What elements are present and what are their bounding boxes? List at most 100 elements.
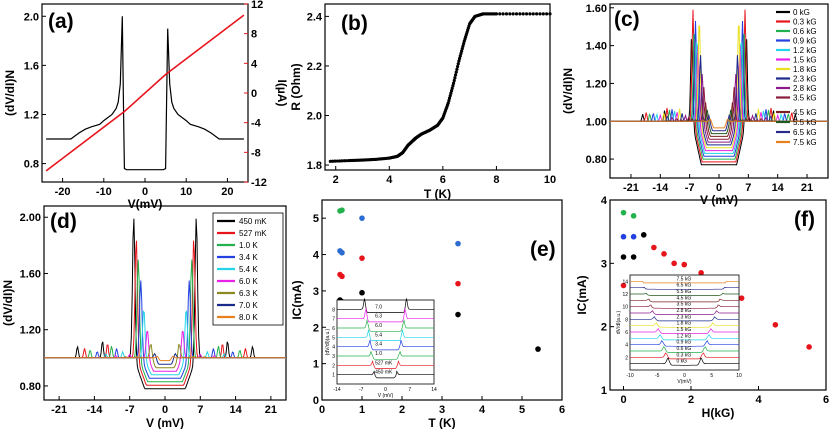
panel-f-point-black <box>630 254 637 260</box>
panel-b-ytick-label: 2.0 <box>307 110 322 122</box>
panel-e-inset-xtick-label: 7 <box>408 387 411 393</box>
panel-e-point-red <box>455 280 461 287</box>
panel-b-point <box>457 56 462 61</box>
panel-f-point-blue <box>630 233 637 240</box>
panel-c-legend-label: 0 kG <box>793 8 810 17</box>
panel-e-xtick-label: 3 <box>439 404 445 416</box>
panel-b-ylabel: R (Ohm) <box>289 63 303 110</box>
panel-f-point-green <box>620 209 627 216</box>
panel-d-xtick-label: -14 <box>86 404 103 416</box>
panel-e-inset-xtick-label: -14 <box>333 387 340 393</box>
panel-b-xtick-label: 6 <box>440 174 446 186</box>
panel-d-legend-label: 6.3 K <box>239 289 258 298</box>
panel-a-y2tick-label: -12 <box>251 177 267 189</box>
panel-b-point <box>453 73 458 77</box>
panel-e-xtick-label: 1 <box>359 404 365 416</box>
panel-f-inset-ylabel: dV/dI(a.u.) <box>616 311 622 335</box>
panel-d-series-line <box>44 330 286 372</box>
panel-b-point <box>340 159 344 163</box>
panel-f-ytick-label: 1 <box>601 385 607 397</box>
panel-b-point <box>447 99 451 103</box>
panel-a-xtick-label: 0 <box>142 186 148 198</box>
panel-f-inset-curve-label: 3.5 kG <box>677 302 692 308</box>
panel-f-point-green <box>630 213 637 219</box>
panel-b-point <box>454 70 458 74</box>
panel-f-inset-curve <box>630 357 739 366</box>
panel-a-xtick-label: 20 <box>221 186 233 198</box>
panel-f-xtick-label: 2 <box>688 394 694 406</box>
panel-b-point <box>452 78 456 83</box>
panel-c-ytick-label: 1.60 <box>586 3 607 15</box>
panel-e-xtick-label: 5 <box>519 404 525 416</box>
panel-a-y2tick-label: -4 <box>251 118 262 130</box>
panel-b-point <box>494 12 499 16</box>
panel-f-inset-curve <box>630 286 739 290</box>
panel-a-ytick-label: 1.2 <box>24 109 39 121</box>
panel-b-xlabel: T (K) <box>424 187 451 201</box>
panel-b-point <box>514 12 519 16</box>
panel-d-xtick-label: 14 <box>229 404 242 416</box>
panel-b-point <box>518 12 522 16</box>
panel-e-inset-ytick-label: 6 <box>332 326 335 332</box>
panel-c-series-line <box>610 9 828 163</box>
panel-a-y2tick-label: 8 <box>251 29 257 41</box>
panel-f-inset-curve <box>630 352 739 360</box>
panel-b-point <box>501 12 505 16</box>
panel-e-xtick-label: 0 <box>319 404 325 416</box>
panel-e-inset-ytick-label: 8 <box>332 307 335 313</box>
panel-c-xtick-label: -14 <box>652 182 669 194</box>
panel-a-ylabel: (dV/dI)N <box>3 70 17 116</box>
panel-d-xlabel: V (mV) <box>146 416 184 429</box>
panel-b-point <box>548 12 552 16</box>
panel-f-inset-curve-label: 4.5 kG <box>677 295 692 301</box>
panel-a-xtick-label: 10 <box>180 186 192 198</box>
panel-e-inset-ytick-label: 2 <box>332 363 335 369</box>
panel-f-point-red <box>772 321 779 328</box>
panel-f-inset-curve-label: 7.5 kG <box>677 276 692 282</box>
panel-f-point-red <box>671 260 677 267</box>
panel-b-point <box>331 159 335 163</box>
panel-d-xtick-label: -21 <box>51 404 67 416</box>
panel-b-point <box>446 101 450 105</box>
panel-b-xtick-label: 10 <box>544 174 556 186</box>
panel-c-ytick-label: 1.20 <box>586 78 607 90</box>
panel-b-point <box>449 89 454 93</box>
panel-e-inset-ytick-label: 4 <box>332 345 335 351</box>
panel-f-point-red <box>681 261 688 268</box>
panel-b-point <box>511 12 515 16</box>
panel-b-point <box>342 159 347 163</box>
panel-e-ytick-label: 0 <box>313 395 319 407</box>
panel-e-inset-xtick-label: 0 <box>384 387 387 393</box>
panel-e-inset-xlabel: V (mV) <box>378 393 394 399</box>
panel-f-inset-curve <box>630 304 739 309</box>
panel-e-point-blue <box>339 249 345 256</box>
panel-b-point <box>461 44 465 48</box>
panel-f-xlabel: H(kG) <box>702 406 735 420</box>
panel-b-point <box>450 86 454 90</box>
panel-b-point <box>451 81 456 85</box>
panel-e-ytick-label: 5 <box>313 213 319 225</box>
panel-e-inset-xtick-label: -7 <box>359 387 364 393</box>
panel-f-inset-curve <box>630 292 739 296</box>
panel-e-inset-curve <box>337 319 434 332</box>
panel-e-inset-curve <box>337 370 434 379</box>
panel-b-point <box>451 84 455 88</box>
panel-e-ytick-label: 3 <box>313 286 319 298</box>
panel-d-legend-label: 6.0 K <box>239 277 258 286</box>
panel-e-ytick-label: 1 <box>313 359 319 371</box>
panel-d-ytick-label: 1.20 <box>20 325 41 337</box>
panel-b-xtick-label: 8 <box>493 174 499 186</box>
panel-f-inset-curve-label: 2.8 kG <box>677 308 692 314</box>
panel-b-point <box>535 12 539 16</box>
panel-e-inset-curve <box>337 308 434 323</box>
panel-f-inset-curve-label: 0.3 kG <box>677 352 692 358</box>
panel-a-y2tick-label: 4 <box>251 58 258 70</box>
panel-f-inset-curve-label: 0.9 kG <box>677 340 692 346</box>
panel-d-ytick-label: 2.00 <box>20 212 41 224</box>
panel-f-frame <box>609 199 827 391</box>
panel-e-inset-ytick-label: 5 <box>332 335 335 341</box>
panel-b-ytick-label: 2.4 <box>307 11 323 23</box>
panel-b-point <box>449 91 453 95</box>
panel-e-point-black <box>535 346 541 352</box>
panel-c-xtick-label: 0 <box>716 182 722 194</box>
